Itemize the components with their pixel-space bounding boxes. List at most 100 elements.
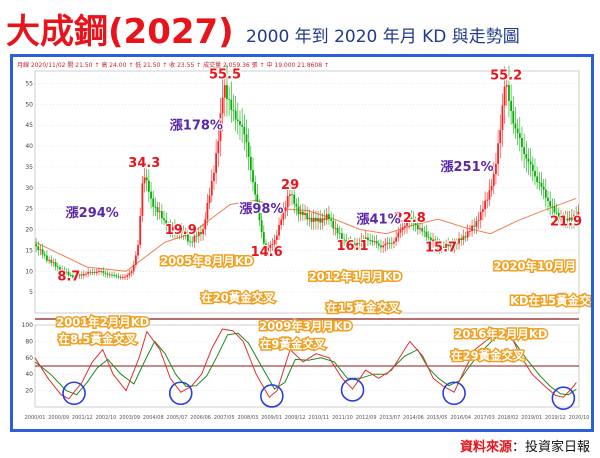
candle-body — [419, 228, 421, 230]
candle-body — [349, 242, 352, 246]
candle-body — [354, 243, 356, 246]
candle-body — [204, 219, 207, 230]
candle-body — [527, 158, 530, 162]
x-tick-label: 2012/09 — [356, 415, 377, 421]
candle-body — [549, 201, 552, 207]
candle-body — [566, 218, 569, 221]
candle-body — [262, 232, 265, 244]
candle-body — [243, 126, 246, 135]
candle-body — [317, 218, 319, 222]
candle-body — [390, 242, 393, 244]
candle-body — [191, 241, 194, 243]
candle-body — [438, 243, 441, 250]
candle-body — [447, 243, 450, 247]
candle-body — [477, 220, 480, 222]
candle-body — [432, 239, 434, 242]
candle-body — [304, 213, 306, 215]
candle-body — [562, 218, 565, 222]
peak-price-label: 8.7 — [57, 270, 80, 285]
candle-body — [495, 163, 497, 175]
candle-body — [371, 240, 374, 242]
kd-annotation-text: 在9黃金交叉 — [260, 337, 326, 351]
candle-body — [265, 243, 267, 251]
candle-body — [221, 97, 224, 114]
peak-price-label: 14.6 — [251, 245, 283, 260]
kd-tick-label: 20 — [25, 388, 33, 395]
candle-body — [425, 231, 428, 238]
candle-body — [230, 99, 233, 110]
golden-cross-circle — [442, 381, 466, 406]
peak-price-label: 55.5 — [209, 67, 241, 82]
candle-body — [200, 232, 202, 235]
candle-body — [252, 170, 254, 183]
candle-body — [236, 119, 239, 121]
candle-body — [442, 246, 445, 248]
x-tick-label: 2009/12 — [285, 415, 306, 421]
candle-body — [479, 211, 482, 221]
candle-body — [488, 190, 491, 200]
candle-body — [139, 216, 142, 245]
candle-body — [275, 235, 278, 241]
candle-body — [108, 274, 111, 276]
kd-d-line — [34, 332, 577, 396]
candle-body — [69, 275, 72, 276]
candle-body — [325, 214, 328, 220]
candle-body — [395, 237, 398, 242]
candle-body — [458, 238, 460, 244]
candle-body — [156, 207, 159, 213]
candle-body — [503, 86, 506, 106]
candle-body — [291, 194, 293, 196]
candle-body — [529, 161, 532, 165]
candle-body — [384, 244, 387, 246]
candle-body — [288, 194, 291, 196]
candle-body — [416, 225, 419, 230]
candle-body — [163, 218, 165, 221]
candle-body — [464, 236, 467, 238]
candle-body — [386, 242, 389, 245]
candle-body — [555, 212, 558, 214]
candle-body — [475, 221, 478, 227]
candle-body — [514, 123, 517, 129]
candle-body — [37, 246, 40, 251]
candle-body — [98, 271, 100, 272]
candle-body — [245, 134, 248, 143]
moving-average-line — [34, 197, 577, 272]
candle-body — [260, 220, 263, 233]
candle-body — [208, 195, 211, 203]
candle-body — [382, 245, 385, 248]
candle-body — [197, 232, 200, 237]
candle-body — [104, 272, 107, 274]
candle-body — [330, 219, 332, 221]
price-tick-label: 40 — [25, 143, 33, 150]
candle-body — [319, 218, 322, 223]
golden-cross-circle — [260, 384, 284, 408]
candle-body — [564, 218, 567, 222]
gain-percent-label: 漲251% — [440, 160, 493, 175]
candle-body — [486, 199, 489, 201]
candle-body — [436, 243, 439, 245]
candle-body — [286, 195, 289, 208]
peak-price-label: 29 — [281, 178, 299, 193]
kd-annotation-text: 在8.5黃金交叉 — [59, 332, 137, 346]
candle-body — [217, 141, 220, 154]
price-tick-label: 25 — [25, 206, 33, 213]
candle-body — [87, 271, 90, 274]
candle-body — [59, 267, 61, 271]
candle-body — [490, 185, 493, 191]
candle-body — [111, 274, 113, 276]
candle-body — [180, 230, 183, 233]
candle-body — [373, 241, 376, 242]
peak-price-label: 21.9 — [550, 215, 582, 230]
candle-body — [256, 194, 259, 207]
x-tick-label: 2005/07 — [167, 415, 188, 421]
kd-annotation-text: 2009年3月月KD — [259, 319, 352, 333]
candle-body — [512, 111, 515, 124]
candle-body — [93, 272, 96, 274]
source-credit: 資料來源：投資家日報 — [460, 436, 590, 455]
candle-body — [468, 231, 471, 232]
candle-body — [48, 259, 50, 261]
candle-body — [299, 211, 302, 215]
x-tick-label: 2007/05 — [214, 415, 235, 421]
x-tick-label: 2015/05 — [427, 415, 448, 421]
candle-body — [401, 227, 404, 231]
